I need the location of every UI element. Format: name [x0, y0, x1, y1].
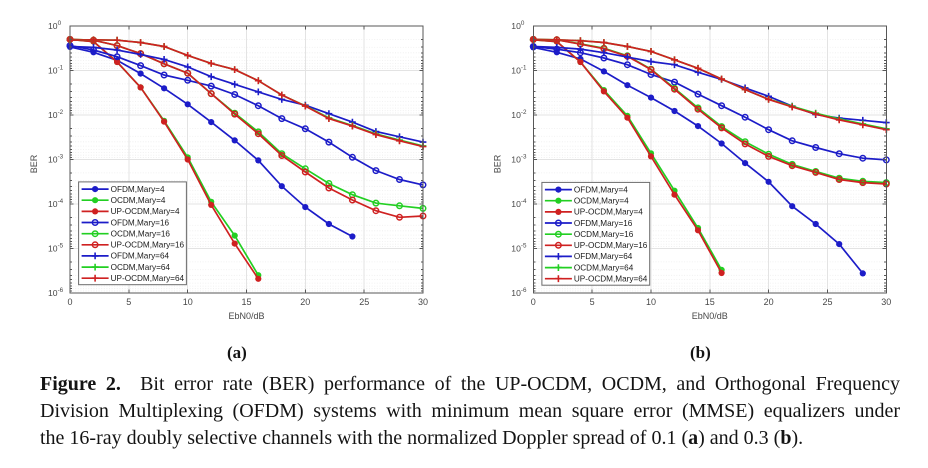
svg-text:0: 0 — [67, 297, 72, 307]
svg-text:100: 100 — [511, 20, 525, 31]
svg-text:10-1: 10-1 — [48, 65, 64, 76]
svg-text:10-3: 10-3 — [511, 154, 527, 165]
svg-text:OCDM,Mary=4: OCDM,Mary=4 — [111, 196, 166, 205]
svg-text:25: 25 — [822, 297, 832, 307]
svg-text:30: 30 — [881, 297, 891, 307]
svg-text:EbN0/dB: EbN0/dB — [692, 311, 728, 321]
svg-text:OCDM,Mary=64: OCDM,Mary=64 — [111, 263, 171, 272]
svg-text:UP-OCDM,Mary=4: UP-OCDM,Mary=4 — [111, 207, 180, 216]
svg-text:10-4: 10-4 — [511, 198, 527, 209]
svg-text:OCDM,Mary=16: OCDM,Mary=16 — [574, 230, 634, 239]
svg-text:10-5: 10-5 — [48, 243, 64, 254]
svg-text:10: 10 — [183, 297, 193, 307]
svg-text:UP-OCDM,Mary=64: UP-OCDM,Mary=64 — [111, 274, 185, 283]
svg-text:OCDM,Mary=16: OCDM,Mary=16 — [111, 230, 171, 239]
svg-text:BER: BER — [492, 154, 502, 173]
svg-text:20: 20 — [764, 297, 774, 307]
svg-text:5: 5 — [126, 297, 131, 307]
svg-text:UP-OCDM,Mary=16: UP-OCDM,Mary=16 — [111, 241, 185, 250]
svg-text:EbN0/dB: EbN0/dB — [228, 311, 264, 321]
svg-text:UP-OCDM,Mary=16: UP-OCDM,Mary=16 — [574, 241, 648, 250]
svg-text:0: 0 — [531, 297, 536, 307]
svg-text:10-4: 10-4 — [48, 198, 64, 209]
svg-text:OCDM,Mary=64: OCDM,Mary=64 — [574, 263, 634, 272]
svg-text:UP-OCDM,Mary=64: UP-OCDM,Mary=64 — [574, 275, 648, 284]
svg-text:10-3: 10-3 — [48, 154, 64, 165]
svg-text:100: 100 — [48, 20, 62, 31]
svg-text:10-6: 10-6 — [511, 287, 527, 298]
svg-text:25: 25 — [359, 297, 369, 307]
svg-text:15: 15 — [705, 297, 715, 307]
svg-text:15: 15 — [241, 297, 251, 307]
svg-text:10: 10 — [646, 297, 656, 307]
svg-text:OFDM,Mary=16: OFDM,Mary=16 — [111, 218, 170, 227]
svg-text:OFDM,Mary=64: OFDM,Mary=64 — [111, 252, 170, 261]
svg-text:BER: BER — [29, 154, 39, 173]
svg-text:10-1: 10-1 — [511, 65, 527, 76]
svg-text:OFDM,Mary=4: OFDM,Mary=4 — [574, 185, 628, 194]
svg-text:5: 5 — [590, 297, 595, 307]
svg-text:10-6: 10-6 — [48, 287, 64, 298]
svg-text:OFDM,Mary=4: OFDM,Mary=4 — [111, 185, 165, 194]
svg-text:OFDM,Mary=16: OFDM,Mary=16 — [574, 219, 633, 228]
svg-text:30: 30 — [418, 297, 428, 307]
svg-text:10-2: 10-2 — [48, 109, 64, 120]
svg-text:20: 20 — [300, 297, 310, 307]
svg-text:UP-OCDM,Mary=4: UP-OCDM,Mary=4 — [574, 208, 643, 217]
svg-text:10-2: 10-2 — [511, 109, 527, 120]
svg-text:OCDM,Mary=4: OCDM,Mary=4 — [574, 197, 629, 206]
svg-text:10-5: 10-5 — [511, 243, 527, 254]
svg-text:OFDM,Mary=64: OFDM,Mary=64 — [574, 252, 633, 261]
